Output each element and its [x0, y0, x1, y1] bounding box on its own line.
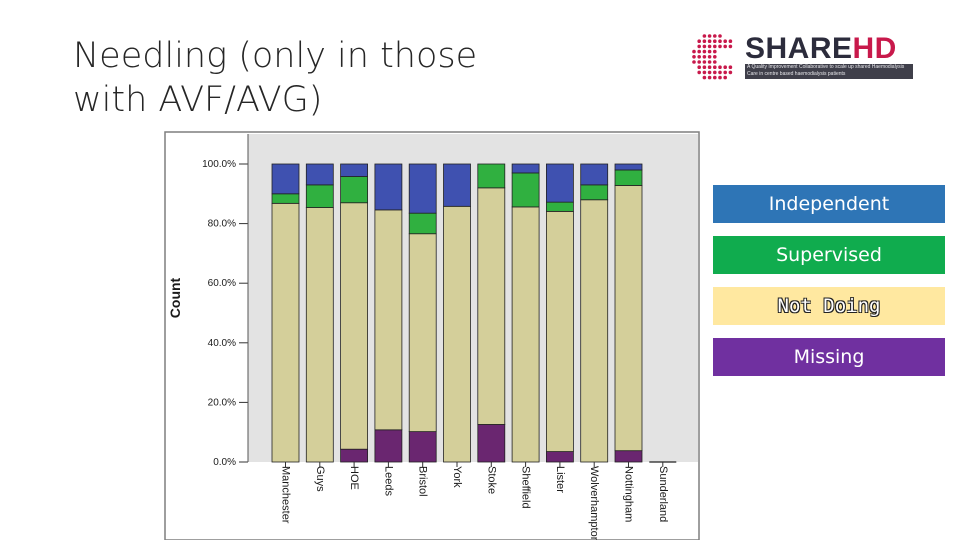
- y-tick-label: 100.0%: [202, 159, 236, 170]
- bar-segment-not-doing: [340, 202, 369, 450]
- bar-segment-not-doing: [374, 209, 403, 431]
- x-tick-label: Stoke: [485, 466, 497, 494]
- bar-segment-independent: [408, 163, 437, 214]
- bar-segment-supervised: [408, 212, 437, 235]
- bar-segment-independent: [305, 163, 334, 186]
- logo-wordmark: SHAREHD: [745, 32, 897, 66]
- bar-segment-supervised: [477, 163, 506, 189]
- bar-segment-independent: [511, 163, 540, 174]
- slide-title: Needling (only in those with AVF/AVG): [73, 34, 633, 122]
- bar-segment-supervised: [546, 201, 574, 212]
- bar-segment-independent: [546, 163, 574, 203]
- bar-segment-independent: [580, 163, 609, 186]
- slide-title-line-1: Needling (only in those: [73, 36, 478, 76]
- legend-item-independent: Independent: [713, 185, 945, 223]
- bar-segment-missing: [340, 448, 369, 463]
- bar-segment-independent: [340, 163, 369, 177]
- logo-word-hd: HD: [852, 32, 897, 65]
- bar-segment-independent: [443, 163, 471, 207]
- bar-segment-supervised: [305, 184, 334, 208]
- x-tick-label: York: [451, 466, 463, 488]
- x-tick-label: HOE: [348, 466, 360, 490]
- dotted-kidney-logo-icon: [692, 34, 733, 80]
- x-tick-label: Wolverhampton: [588, 466, 600, 540]
- bar-segment-supervised: [340, 176, 369, 204]
- bar-segment-not-doing: [580, 199, 609, 463]
- x-tick-label: Lister: [554, 466, 566, 493]
- bar-segment-not-doing: [271, 202, 300, 463]
- x-tick-label: Leeds: [382, 466, 394, 496]
- bar-segment-supervised: [614, 169, 643, 186]
- bar-segment-not-doing: [546, 210, 574, 452]
- bar-segment-independent: [271, 163, 300, 195]
- bar-segment-independent: [614, 163, 643, 171]
- y-tick-label: 80.0%: [208, 219, 236, 230]
- bar-segment-supervised: [271, 193, 300, 204]
- sharehd-logo: SHAREHD A Quality Improvement Collaborat…: [690, 30, 920, 86]
- bar-segment-not-doing: [443, 205, 471, 463]
- logo-tagline: A Quality Improvement Collaborative to s…: [745, 64, 913, 79]
- x-tick-label: Nottingham: [623, 466, 635, 522]
- x-tick-label: Guys: [314, 466, 326, 492]
- x-tick-label: Sunderland: [657, 466, 669, 522]
- slide-title-line-2: with AVF/AVG): [73, 80, 323, 120]
- y-tick-label: 60.0%: [208, 278, 236, 289]
- bar-segment-not-doing: [305, 207, 334, 463]
- x-tick-label: Bristol: [417, 466, 429, 497]
- y-axis-title: Count: [167, 277, 183, 318]
- bar-segment-not-doing: [408, 233, 437, 433]
- bar-segment-independent: [374, 163, 403, 211]
- bar-segment-supervised: [511, 172, 540, 208]
- y-tick-label: 0.0%: [213, 457, 236, 468]
- y-tick-label: 40.0%: [208, 338, 236, 349]
- bar-segment-missing: [374, 429, 403, 463]
- legend-item-missing: Missing: [713, 338, 945, 376]
- x-tick-label: Sheffield: [520, 466, 532, 509]
- bar-segment-missing: [614, 450, 643, 463]
- bar-segment-not-doing: [614, 185, 643, 452]
- bar-segment-not-doing: [511, 206, 540, 463]
- bar-segment-supervised: [580, 184, 609, 201]
- legend-item-supervised: Supervised: [713, 236, 945, 274]
- bar-segment-missing: [546, 451, 574, 463]
- bar-segment-missing: [477, 424, 506, 463]
- logo-word-share: SHARE: [745, 32, 853, 65]
- y-tick-label: 20.0%: [208, 397, 236, 408]
- bar-segment-not-doing: [477, 187, 506, 425]
- legend-item-not-doing: Not Doing: [713, 287, 945, 325]
- bar-segment-missing: [408, 431, 437, 463]
- x-tick-label: Manchester: [280, 466, 292, 524]
